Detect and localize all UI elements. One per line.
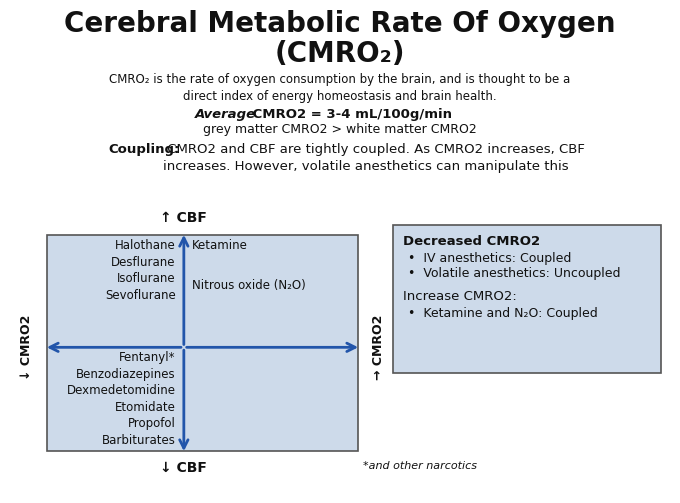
Text: CMRO2 and CBF are tightly coupled. As CMRO2 increases, CBF
increases. However, v: CMRO2 and CBF are tightly coupled. As CM…: [163, 143, 585, 173]
Bar: [47, 235, 358, 451]
Text: CMRO₂ is the rate of oxygen consumption by the brain, and is thought to be a
dir: CMRO₂ is the rate of oxygen consumption …: [109, 73, 571, 103]
Text: •  Volatile anesthetics: Uncoupled: • Volatile anesthetics: Uncoupled: [408, 267, 620, 280]
Text: Coupling:: Coupling:: [108, 143, 180, 156]
Text: ↓ CBF: ↓ CBF: [160, 461, 207, 475]
Text: Cerebral Metabolic Rate Of Oxygen: Cerebral Metabolic Rate Of Oxygen: [64, 10, 616, 38]
Text: •  IV anesthetics: Coupled: • IV anesthetics: Coupled: [408, 252, 571, 265]
Text: Decreased CMRO2: Decreased CMRO2: [403, 235, 540, 248]
Text: → CMRO2: → CMRO2: [371, 315, 384, 380]
Text: •  Ketamine and N₂O: Coupled: • Ketamine and N₂O: Coupled: [408, 307, 598, 320]
Text: CMRO2 = 3-4 mL/100g/min: CMRO2 = 3-4 mL/100g/min: [248, 108, 452, 121]
Text: Average: Average: [195, 108, 256, 121]
Text: Fentanyl*
Benzodiazepines
Dexmedetomidine
Etomidate
Propofol
Barbiturates: Fentanyl* Benzodiazepines Dexmedetomidin…: [67, 351, 176, 447]
Text: Ketamine

Nitrous oxide (N₂O): Ketamine Nitrous oxide (N₂O): [192, 239, 305, 292]
Text: *and other narcotics: *and other narcotics: [363, 461, 477, 471]
Text: Increase CMRO2:: Increase CMRO2:: [403, 290, 517, 303]
Text: ↑ CBF: ↑ CBF: [160, 211, 207, 225]
Text: ↓ CMRO2: ↓ CMRO2: [20, 315, 33, 380]
Text: Halothane
Desflurane
Isoflurane
Sevoflurane: Halothane Desflurane Isoflurane Sevoflur…: [105, 239, 176, 301]
Text: grey matter CMRO2 > white matter CMRO2: grey matter CMRO2 > white matter CMRO2: [203, 123, 477, 136]
Text: (CMRO₂): (CMRO₂): [275, 40, 405, 68]
Bar: [393, 225, 661, 373]
